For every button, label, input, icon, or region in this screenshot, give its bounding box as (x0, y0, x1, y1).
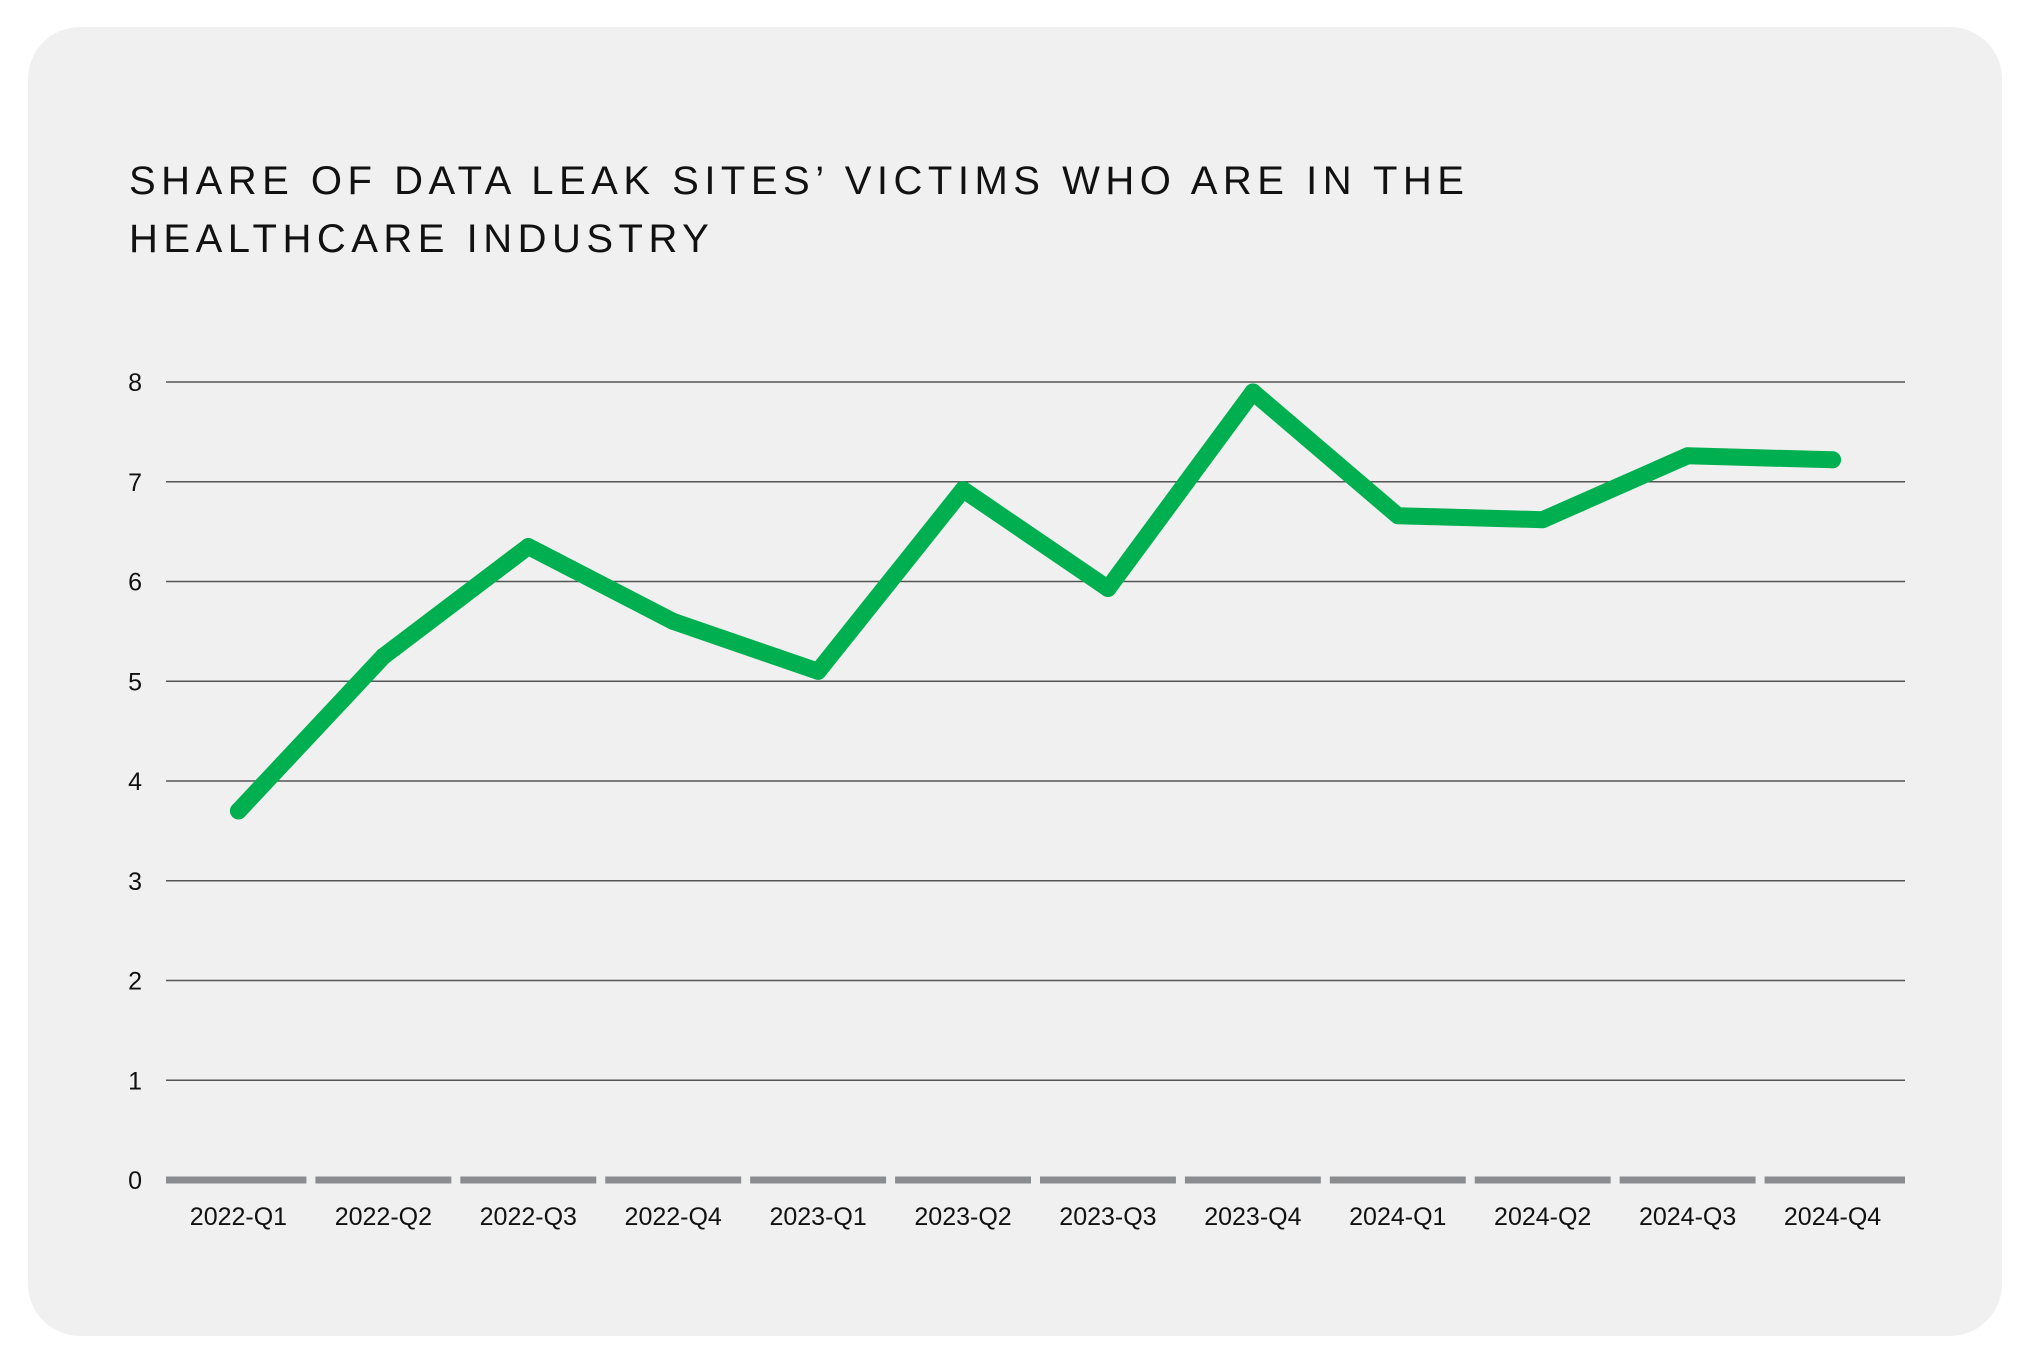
x-tick-label: 2022-Q3 (480, 1203, 577, 1231)
data-point-2023-Q4 (1244, 383, 1262, 401)
data-point-2022-Q2 (374, 647, 392, 665)
gridlines (166, 381, 1905, 1081)
x-tick-label: 2024-Q4 (1784, 1203, 1881, 1231)
y-tick-label: 7 (128, 469, 142, 497)
y-axis-tick-labels: 0 1 2 3 4 5 6 7 8 (128, 369, 142, 1195)
y-tick-label: 4 (128, 768, 142, 796)
x-tick-label: 2024-Q1 (1349, 1203, 1446, 1231)
x-tick-label: 2023-Q4 (1204, 1203, 1301, 1231)
data-point-2023-Q1 (809, 662, 827, 680)
x-tick-label: 2022-Q1 (190, 1203, 287, 1231)
chart-title-line-2: HEALTHCARE INDUSTRY (129, 217, 715, 261)
data-point-2024-Q1 (1389, 507, 1407, 525)
y-tick-label: 2 (128, 968, 142, 996)
y-tick-label: 1 (128, 1067, 142, 1095)
data-point-2023-Q3 (1099, 579, 1117, 597)
chart-title-line-1: SHARE OF DATA LEAK SITES’ VICTIMS WHO AR… (129, 159, 1470, 203)
x-tick-label: 2023-Q2 (914, 1203, 1011, 1231)
y-tick-label: 6 (128, 569, 142, 597)
chart-title: SHARE OF DATA LEAK SITES’ VICTIMS WHO AR… (129, 152, 1529, 268)
y-tick-label: 3 (128, 868, 142, 896)
data-point-2022-Q1 (229, 802, 247, 820)
data-point-2023-Q2 (954, 481, 972, 499)
series-line (230, 383, 1841, 820)
x-axis-tick-labels: 2022-Q1 2022-Q2 2022-Q3 2022-Q4 2023-Q1 2023-… (190, 1203, 1881, 1231)
data-point-2024-Q2 (1534, 511, 1552, 529)
y-tick-label: 0 (128, 1167, 142, 1195)
data-point-2022-Q4 (664, 612, 682, 630)
y-tick-label: 5 (128, 668, 142, 696)
x-tick-label: 2023-Q3 (1059, 1203, 1156, 1231)
data-point-2022-Q3 (519, 538, 537, 556)
x-tick-label: 2022-Q2 (335, 1203, 432, 1231)
x-tick-label: 2022-Q4 (625, 1203, 722, 1231)
x-tick-label: 2023-Q1 (769, 1203, 866, 1231)
x-tick-label: 2024-Q3 (1639, 1203, 1736, 1231)
data-series (229, 383, 1842, 820)
data-point-2024-Q4 (1824, 451, 1842, 469)
y-tick-label: 8 (128, 369, 142, 397)
data-point-2024-Q3 (1679, 447, 1697, 465)
x-tick-label: 2024-Q2 (1494, 1203, 1591, 1231)
